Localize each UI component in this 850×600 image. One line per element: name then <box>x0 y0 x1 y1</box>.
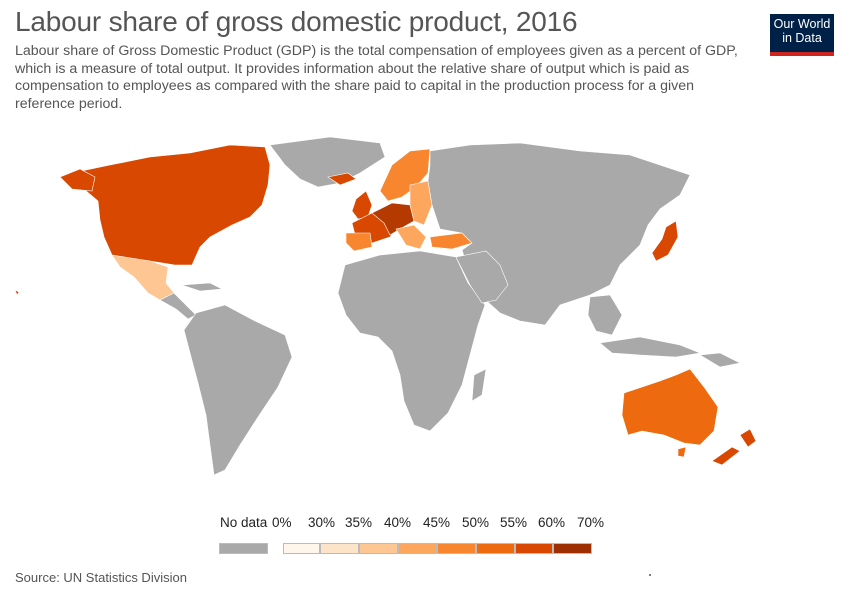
chart-subtitle: Labour share of Gross Domestic Product (… <box>15 43 738 112</box>
region-alaska[interactable] <box>59 168 96 192</box>
logo-line-1: Our World <box>773 17 831 31</box>
region-turkey[interactable] <box>429 232 473 250</box>
region-madagascar[interactable] <box>471 368 487 402</box>
legend-swatch-5[interactable] <box>476 543 515 554</box>
region-greenland[interactable] <box>269 136 386 188</box>
region-central-europe[interactable] <box>371 202 415 236</box>
chart-title: Labour share of gross domestic product, … <box>15 6 578 37</box>
legend-no-data-label: No data <box>220 515 268 530</box>
region-middle-east[interactable] <box>455 250 509 304</box>
region-tasmania[interactable] <box>677 446 687 458</box>
legend-label-0: 0% <box>272 515 292 530</box>
region-hawaii[interactable] <box>14 289 20 296</box>
region-southeast-asia[interactable] <box>587 294 623 336</box>
logo-line-2: in Data <box>782 31 822 45</box>
legend-no-data-swatch[interactable] <box>219 543 268 554</box>
legend-label-1: 30% <box>308 515 336 530</box>
region-iberia[interactable] <box>345 232 373 252</box>
owid-logo[interactable]: Our World in Data <box>770 14 834 56</box>
region-japan[interactable] <box>651 220 679 262</box>
legend-swatch-1[interactable] <box>320 543 359 554</box>
region-new-zealand[interactable] <box>711 428 757 466</box>
legend-label-7: 60% <box>538 515 566 530</box>
legend-swatch-4[interactable] <box>437 543 476 554</box>
region-scandinavia[interactable] <box>379 148 431 202</box>
region-south-america[interactable] <box>183 304 293 476</box>
region-africa[interactable] <box>337 250 486 432</box>
legend-label-4: 45% <box>423 515 451 530</box>
region-australia[interactable] <box>621 368 719 446</box>
region-eastern-europe[interactable] <box>409 180 433 226</box>
map-regions <box>14 136 757 476</box>
region-caribbean[interactable] <box>181 282 224 292</box>
legend-swatch-0[interactable] <box>283 543 320 554</box>
legend-label-3: 40% <box>384 515 412 530</box>
region-indonesia[interactable] <box>599 336 702 358</box>
legend-swatch-2[interactable] <box>359 543 398 554</box>
legend-label-6: 55% <box>500 515 528 530</box>
legend-label-8: 70% <box>577 515 605 530</box>
legend-swatch-6[interactable] <box>515 543 553 554</box>
world-map[interactable] <box>0 125 850 510</box>
legend-label-2: 35% <box>345 515 373 530</box>
legend-swatch-7[interactable] <box>553 543 592 554</box>
legend-label-5: 50% <box>462 515 490 530</box>
region-southern-europe[interactable] <box>395 224 427 250</box>
footer-dot <box>649 574 651 576</box>
region-papua[interactable] <box>699 352 741 368</box>
region-north-america[interactable] <box>69 144 271 266</box>
source-note: Source: UN Statistics Division <box>15 570 187 585</box>
region-iceland[interactable] <box>327 172 357 186</box>
legend-swatch-3[interactable] <box>398 543 437 554</box>
